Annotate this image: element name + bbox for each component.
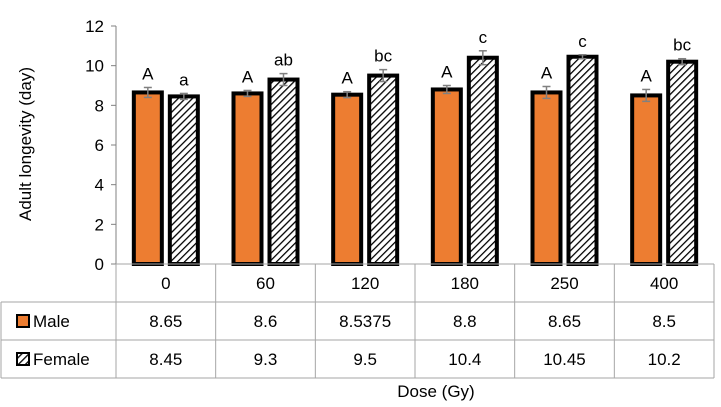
y-tick-label: 0 bbox=[95, 255, 104, 274]
x-tick-label: 250 bbox=[550, 274, 578, 293]
legend-label-female: Female bbox=[33, 350, 90, 369]
bar-female-0 bbox=[167, 94, 200, 266]
bar-male-250 bbox=[530, 90, 563, 266]
significance-letter: A bbox=[640, 66, 652, 85]
table-cell-value: 8.5375 bbox=[339, 312, 391, 331]
y-axis: 0 2 4 6 8 10 12 bbox=[85, 17, 117, 274]
x-tick-label: 0 bbox=[161, 274, 170, 293]
bar-male-400 bbox=[630, 93, 663, 266]
data-table: 0 60 120 180 250 400 Male 8.65 8.6 8.5375 8.8 8.65 8… bbox=[0, 263, 715, 379]
table-cell-value: 10.2 bbox=[648, 350, 681, 369]
table-cell-value: 8.5 bbox=[652, 312, 676, 331]
significance-letter: A bbox=[441, 63, 453, 82]
y-tick-label: 12 bbox=[85, 17, 104, 36]
x-tick-label: 180 bbox=[451, 274, 479, 293]
y-tick-label: 6 bbox=[95, 136, 104, 155]
table-cell-value: 9.5 bbox=[353, 350, 377, 369]
x-tick-label: 120 bbox=[351, 274, 379, 293]
table-cell-value: 10.45 bbox=[543, 350, 586, 369]
bar-female-250 bbox=[566, 54, 599, 266]
significance-letter: A bbox=[242, 67, 254, 86]
significance-letter: c bbox=[479, 28, 488, 47]
y-tick-label: 2 bbox=[95, 215, 104, 234]
significance-letter: A bbox=[541, 63, 553, 82]
significance-letter: A bbox=[341, 69, 353, 88]
y-tick-label: 8 bbox=[95, 96, 104, 115]
bar-female-180 bbox=[466, 55, 499, 266]
table-cell-value: 10.4 bbox=[448, 350, 481, 369]
significance-letter: a bbox=[179, 70, 189, 89]
y-axis-label: Adult longevity (day) bbox=[16, 67, 35, 221]
bar-male-180 bbox=[430, 87, 463, 267]
y-tick-label: 10 bbox=[85, 57, 104, 76]
table-cell-value: 8.6 bbox=[254, 312, 278, 331]
table-cell-value: 8.65 bbox=[548, 312, 581, 331]
bar-female-60 bbox=[267, 77, 300, 266]
bar-male-60 bbox=[231, 91, 264, 266]
legend-key-male bbox=[16, 314, 30, 328]
significance-letter: c bbox=[578, 32, 587, 51]
significance-letter: ab bbox=[274, 51, 293, 70]
significance-letter: bc bbox=[673, 36, 691, 55]
table-cell-value: 8.8 bbox=[453, 312, 477, 331]
table-cell-value: 9.3 bbox=[254, 350, 278, 369]
bar-male-120 bbox=[331, 92, 364, 267]
legend-label-male: Male bbox=[33, 312, 70, 331]
bar-male-0 bbox=[131, 90, 164, 266]
y-tick-label: 4 bbox=[95, 176, 104, 195]
legend-key-female bbox=[16, 352, 30, 366]
significance-letter: A bbox=[142, 64, 154, 83]
x-tick-label: 60 bbox=[256, 274, 275, 293]
bar-female-400 bbox=[666, 59, 699, 267]
table-cell-value: 8.45 bbox=[149, 350, 182, 369]
bar-female-120 bbox=[367, 73, 400, 267]
x-axis-label: Dose (Gy) bbox=[397, 382, 474, 401]
table-cell-value: 8.65 bbox=[149, 312, 182, 331]
x-tick-label: 400 bbox=[650, 274, 678, 293]
significance-letter: bc bbox=[374, 47, 392, 66]
